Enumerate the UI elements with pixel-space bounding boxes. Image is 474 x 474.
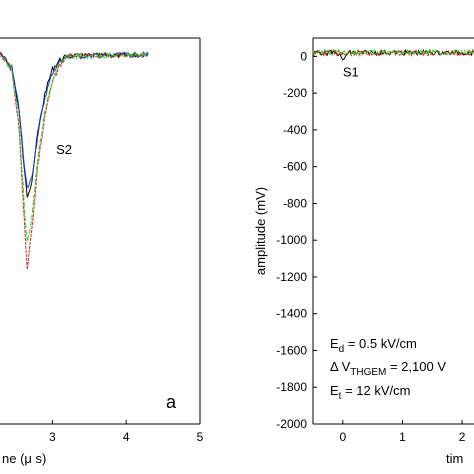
panel-b-series: [312, 48, 474, 61]
series-line-blue: [0, 51, 149, 189]
y-tick-label: -400: [283, 123, 307, 137]
panel-b-x-axis-label: tim: [446, 451, 463, 466]
panel-b-x-ticks: 0 1 2: [339, 420, 466, 444]
panel-a-letter: a: [166, 392, 177, 412]
y-tick-label: -1200: [276, 270, 307, 284]
panel-b: 0 -200 -400 -600 -800 -1000 -1200 -1400 -1600 -18…: [253, 37, 474, 466]
panel-a-annotation-s2: S2: [56, 142, 72, 157]
panel-a-x-axis-label: ne (μ s): [2, 451, 46, 466]
panel-b-y-axis-label: amplitude (mV): [253, 187, 268, 275]
condition-thgem-voltage: Δ VTHGEM = 2,100 V: [330, 359, 446, 378]
series-line-green: [312, 48, 474, 57]
y-tick-label: -1600: [276, 343, 307, 357]
panel-a-x-ticks: 2345: [49, 420, 204, 444]
condition-drift-field: Ed = 0.5 kV/cm: [330, 336, 417, 355]
panel-a: 2345 S2 a ne (μ s): [0, 37, 204, 466]
y-tick-label: 0: [300, 49, 307, 63]
condition-transfer-field: Et = 12 kV/cm: [330, 383, 410, 402]
x-tick-label: 0: [339, 430, 346, 444]
y-tick-label: -1400: [276, 307, 307, 321]
panel-b-annotation-s1: S1: [343, 65, 359, 80]
y-tick-label: -600: [283, 160, 307, 174]
panel-b-conditions: Ed = 0.5 kV/cm Δ VTHGEM = 2,100 V Et = 1…: [330, 336, 446, 402]
y-tick-label: -200: [283, 86, 307, 100]
y-tick-label: -1800: [276, 380, 307, 394]
panel-b-y-ticks: 0 -200 -400 -600 -800 -1000 -1200 -1400 -1600 -18…: [276, 49, 317, 431]
y-tick-label: -2000: [276, 417, 307, 431]
x-tick-label: 5: [197, 430, 204, 444]
y-tick-label: -1000: [276, 233, 307, 247]
panel-a-series: [0, 51, 149, 270]
series-line-red: [0, 51, 149, 270]
x-tick-label: 1: [399, 430, 406, 444]
y-tick-label: -800: [283, 196, 307, 210]
series-line-green: [0, 51, 149, 243]
x-tick-label: 4: [123, 430, 130, 444]
x-tick-label: 2: [459, 430, 466, 444]
x-tick-label: 3: [49, 430, 56, 444]
